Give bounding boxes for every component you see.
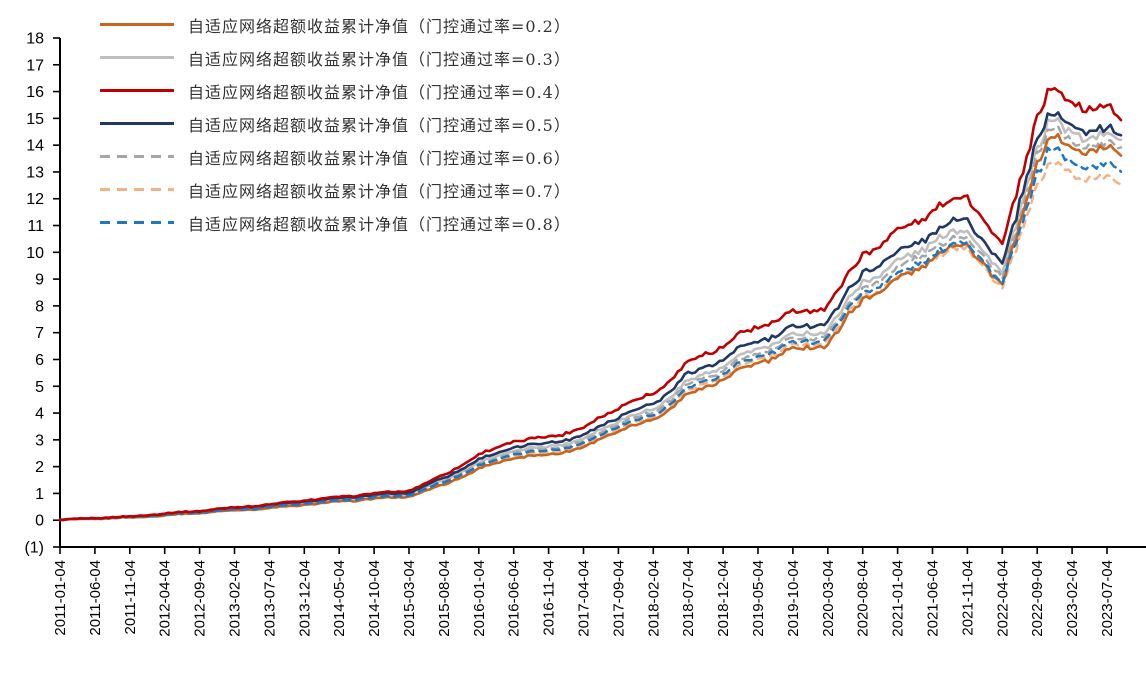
y-axis-tick-label: 12 xyxy=(26,191,44,208)
x-axis-tick-label: 2019-10-04 xyxy=(785,560,802,637)
y-axis-tick-label: 9 xyxy=(35,272,44,289)
y-axis-tick-label: 4 xyxy=(35,406,44,423)
legend-item: 自适应网络超额收益累计净值（门控通过率=0.4） xyxy=(100,74,571,107)
legend-line-swatch xyxy=(100,23,174,26)
y-axis-tick-label: 16 xyxy=(26,84,44,101)
series-line xyxy=(58,146,1123,522)
series-line xyxy=(58,125,1123,522)
x-axis-tick-label: 2014-10-04 xyxy=(366,560,383,637)
chart-legend: 自适应网络超额收益累计净值（门控通过率=0.2） 自适应网络超额收益累计净值（门… xyxy=(100,8,571,239)
legend-label: 自适应网络超额收益累计净值（门控通过率=0.7） xyxy=(188,181,571,201)
x-axis-tick-label: 2013-12-04 xyxy=(296,560,313,637)
x-axis-tick-label: 2021-06-04 xyxy=(925,560,942,637)
y-axis-tick-label: 14 xyxy=(26,138,44,155)
y-axis-tick-label: 5 xyxy=(35,379,44,396)
y-axis-tick-label: 1 xyxy=(35,486,44,503)
legend-label: 自适应网络超额收益累计净值（门控通过率=0.6） xyxy=(188,148,571,168)
x-axis-tick-label: 2015-08-04 xyxy=(436,560,453,637)
legend-item: 自适应网络超额收益累计净值（门控通过率=0.8） xyxy=(100,206,571,239)
y-axis-tick-label: 3 xyxy=(35,432,44,449)
legend-item: 自适应网络超额收益累计净值（门控通过率=0.2） xyxy=(100,8,571,41)
series-line xyxy=(58,86,1123,522)
x-axis-tick-label: 2012-09-04 xyxy=(192,560,209,637)
legend-line-swatch xyxy=(100,221,174,224)
legend-line-swatch xyxy=(100,122,174,125)
x-axis-tick-label: 2023-07-04 xyxy=(1099,560,1116,637)
legend-line-swatch xyxy=(100,188,174,191)
x-axis-tick-label: 2012-04-04 xyxy=(157,560,174,637)
y-axis-tick-label: 13 xyxy=(26,164,44,181)
x-axis-tick-label: 2023-02-04 xyxy=(1064,560,1081,637)
y-axis-tick-label: 6 xyxy=(35,352,44,369)
y-axis-tick-label: 2 xyxy=(35,459,44,476)
x-axis-tick-label: 2017-09-04 xyxy=(610,560,627,637)
legend-line-swatch xyxy=(100,155,174,158)
y-axis-tick-label: 18 xyxy=(26,30,44,47)
y-axis-tick-label: 0 xyxy=(35,513,44,530)
x-axis-tick-label: 2020-03-04 xyxy=(820,560,837,637)
series-line xyxy=(58,160,1123,522)
y-axis-tick-label: 10 xyxy=(26,245,44,262)
x-axis-tick-label: 2022-09-04 xyxy=(1029,560,1046,637)
legend-label: 自适应网络超额收益累计净值（门控通过率=0.2） xyxy=(188,16,571,36)
x-axis-tick-label: 2020-08-04 xyxy=(855,560,872,637)
x-axis-tick-label: 2013-02-04 xyxy=(227,560,244,637)
legend-item: 自适应网络超额收益累计净值（门控通过率=0.5） xyxy=(100,107,571,140)
x-axis-tick-label: 2016-01-04 xyxy=(471,560,488,637)
x-axis-tick-label: 2016-11-04 xyxy=(541,560,558,636)
legend-label: 自适应网络超额收益累计净值（门控通过率=0.5） xyxy=(188,115,571,135)
x-axis-tick-label: 2011-01-04 xyxy=(52,560,69,636)
x-axis-tick-label: 2011-06-04 xyxy=(87,560,104,636)
x-axis-tick-label: 2016-06-04 xyxy=(506,560,523,637)
legend-item: 自适应网络超额收益累计净值（门控通过率=0.6） xyxy=(100,140,571,173)
x-axis-tick-label: 2011-11-04 xyxy=(122,560,139,635)
legend-line-swatch xyxy=(100,56,174,59)
y-axis-tick-label: 17 xyxy=(26,57,44,74)
legend-label: 自适应网络超额收益累计净值（门控通过率=0.4） xyxy=(188,82,571,102)
x-axis-tick-label: 2018-07-04 xyxy=(680,560,697,637)
legend-item: 自适应网络超额收益累计净值（门控通过率=0.7） xyxy=(100,173,571,206)
y-axis-tick-label: (1) xyxy=(24,540,44,557)
x-axis-tick-label: 2017-04-04 xyxy=(576,560,593,637)
x-axis-tick-label: 2019-05-04 xyxy=(750,560,767,637)
y-axis-tick-label: 15 xyxy=(26,111,44,128)
x-axis-tick-label: 2014-05-04 xyxy=(331,560,348,637)
x-axis-tick-label: 2018-02-04 xyxy=(645,560,662,637)
y-axis-tick-label: 11 xyxy=(27,218,44,235)
x-axis-tick-label: 2015-03-04 xyxy=(401,560,418,637)
y-axis-tick-label: 8 xyxy=(35,298,44,315)
x-axis-tick-label: 2021-01-04 xyxy=(890,560,907,637)
legend-label: 自适应网络超额收益累计净值（门控通过率=0.8） xyxy=(188,214,571,234)
legend-item: 自适应网络超额收益累计净值（门控通过率=0.3） xyxy=(100,41,571,74)
x-axis-tick-label: 2022-04-04 xyxy=(994,560,1011,637)
x-axis-tick-label: 2013-07-04 xyxy=(261,560,278,637)
legend-label: 自适应网络超额收益累计净值（门控通过率=0.3） xyxy=(188,49,571,69)
x-axis-tick-label: 2021-11-04 xyxy=(959,560,976,636)
y-axis-tick-label: 7 xyxy=(35,325,44,342)
legend-line-swatch xyxy=(100,89,174,92)
x-axis-tick-label: 2018-12-04 xyxy=(715,560,732,637)
